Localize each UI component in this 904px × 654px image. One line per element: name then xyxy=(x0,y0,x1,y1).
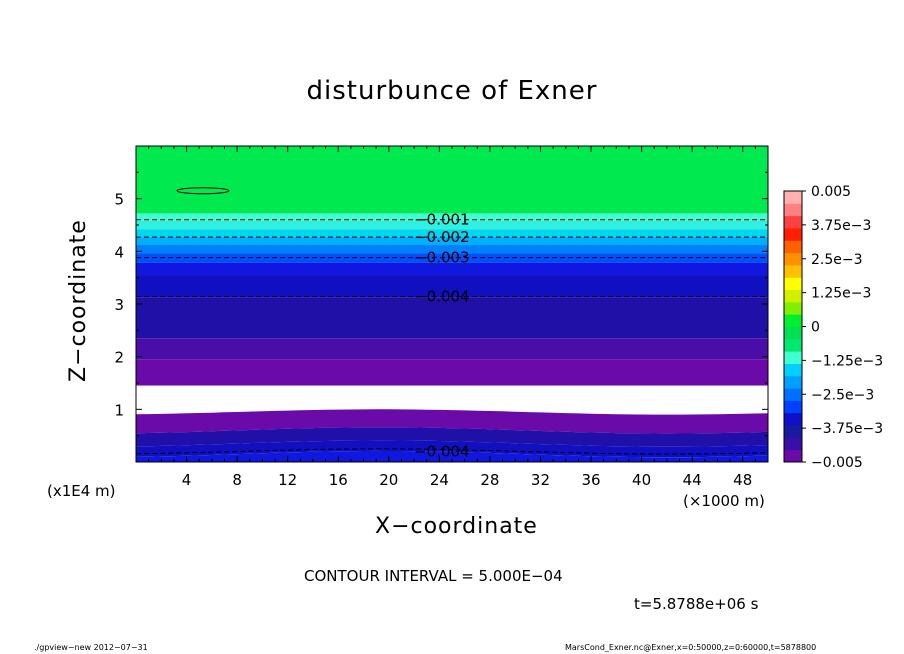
chart-title: disturbunce of Exner xyxy=(306,76,598,106)
y-axis-unit: (x1E4 m) xyxy=(47,482,116,500)
contour-band xyxy=(136,213,768,221)
x-tick-label: 32 xyxy=(531,471,550,489)
contour-band xyxy=(136,245,768,254)
contour-band xyxy=(136,385,768,412)
colorbar-segment xyxy=(784,449,802,463)
contour-label: −0.003 xyxy=(414,249,470,267)
colorbar-tick-label: 1.25e−3 xyxy=(811,286,871,302)
colorbar-tick-label: −2.5e−3 xyxy=(811,387,874,403)
colorbar-segment xyxy=(784,412,802,426)
contour-band xyxy=(136,262,768,276)
colorbar-segment xyxy=(784,191,802,204)
contour-label: −0.001 xyxy=(414,211,470,229)
contour-band xyxy=(136,297,768,339)
y-tick-label: 4 xyxy=(114,243,124,261)
contour-band xyxy=(136,275,768,298)
footer-left: ./gpview−new 2012−07−31 xyxy=(34,643,148,652)
contour-band xyxy=(136,237,768,246)
y-tick-label: 5 xyxy=(114,191,124,209)
colorbar-segment xyxy=(784,326,802,340)
contour-band xyxy=(136,427,768,447)
contour-band xyxy=(136,338,768,360)
x-tick-label: 48 xyxy=(733,471,752,489)
colorbar-tick-label: 2.5e−3 xyxy=(811,252,863,268)
colorbar-segment xyxy=(784,203,802,217)
contour-band xyxy=(136,409,768,434)
y-tick-label: 1 xyxy=(114,401,124,419)
colorbar-segment xyxy=(784,252,802,266)
colorbar-segment xyxy=(784,400,802,414)
contour-interval-label: CONTOUR INTERVAL = 5.000E−04 xyxy=(304,567,563,585)
contour-label: −0.002 xyxy=(414,228,470,246)
colorbar-segment xyxy=(784,363,802,377)
contour-band xyxy=(136,440,768,458)
x-tick-label: 36 xyxy=(581,471,600,489)
contour-band xyxy=(136,450,768,462)
x-tick-label: 4 xyxy=(182,471,192,489)
closed-contour xyxy=(176,187,230,195)
colorbar-segment xyxy=(784,301,802,315)
colorbar-segment xyxy=(784,289,802,303)
x-tick-label: 8 xyxy=(232,471,242,489)
colorbar-segment xyxy=(784,425,802,438)
x-axis-unit: (×1000 m) xyxy=(683,492,765,510)
colorbar-tick-label: −0.005 xyxy=(811,455,863,471)
contour-label: −0.004 xyxy=(414,442,470,460)
colorbar-tick-label: −3.75e−3 xyxy=(811,421,883,437)
colorbar-segment xyxy=(784,338,802,352)
x-tick-label: 20 xyxy=(379,471,398,489)
contour-line xyxy=(135,448,769,455)
colorbar-segment xyxy=(784,437,802,451)
colorbar-segment xyxy=(784,351,802,364)
colorbar-segment xyxy=(784,277,802,291)
footer-right: MarsCond_Exner.nc@Exner,x=0:50000,z=0:60… xyxy=(565,643,817,652)
x-tick-label: 16 xyxy=(329,471,348,489)
colorbar-segment xyxy=(784,240,802,254)
colorbar-segment xyxy=(784,388,802,401)
contour-band xyxy=(136,220,768,230)
x-tick-label: 12 xyxy=(278,471,297,489)
contour-label: −0.004 xyxy=(414,288,470,306)
colorbar-tick-label: −1.25e−3 xyxy=(811,353,883,369)
colorbar-tick-label: 0 xyxy=(811,320,820,336)
x-tick-label: 40 xyxy=(632,471,651,489)
contour-band xyxy=(136,146,768,214)
colorbar-segment xyxy=(784,227,802,241)
contour-band xyxy=(136,253,768,263)
y-tick-label: 2 xyxy=(114,349,124,367)
colorbar-segment xyxy=(784,375,802,389)
colorbar-tick-label: 3.75e−3 xyxy=(811,218,871,234)
x-axis-label: X−coordinate xyxy=(375,514,538,539)
colorbar-segment xyxy=(784,314,802,327)
y-tick-label: 3 xyxy=(114,296,124,314)
x-tick-label: 24 xyxy=(430,471,449,489)
x-tick-label: 28 xyxy=(480,471,499,489)
colorbar-segment xyxy=(784,215,802,229)
colorbar-segment xyxy=(784,264,802,278)
colorbar-tick-label: 0.005 xyxy=(811,184,851,200)
time-label: t=5.8788e+06 s xyxy=(634,595,759,613)
contour-band xyxy=(136,359,768,386)
x-tick-label: 44 xyxy=(683,471,702,489)
contour-band xyxy=(136,229,768,238)
